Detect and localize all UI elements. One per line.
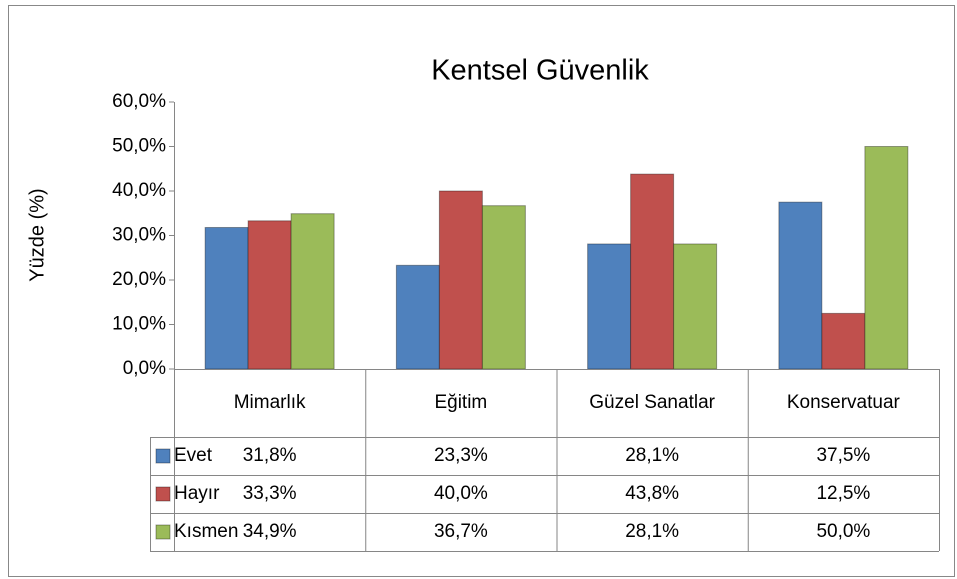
y-tick-label: 40,0% xyxy=(112,180,166,201)
data-label: 34,9% xyxy=(243,521,297,542)
y-tick-label: 10,0% xyxy=(112,314,166,335)
data-label: 50,0% xyxy=(816,521,870,542)
legend-label: Hayır xyxy=(174,483,220,504)
bar xyxy=(481,205,526,370)
data-label: 12,5% xyxy=(816,483,870,504)
legend-key xyxy=(155,524,171,540)
data-label: 36,7% xyxy=(434,521,488,542)
bar xyxy=(247,220,292,370)
y-axis-label: Yüzde (%) xyxy=(26,188,48,281)
bar xyxy=(778,201,823,370)
bar xyxy=(587,243,632,370)
bar xyxy=(395,264,440,370)
bar xyxy=(204,226,249,370)
legend-key xyxy=(155,486,171,502)
y-tick-label: 50,0% xyxy=(112,136,166,157)
bar xyxy=(290,213,335,370)
data-label: 28,1% xyxy=(625,445,679,466)
x-tick-label: Mimarlık xyxy=(234,392,306,413)
x-tick-label: Güzel Sanatlar xyxy=(589,392,715,413)
data-label: 33,3% xyxy=(243,483,297,504)
x-tick-label: Eğitim xyxy=(434,392,487,413)
bar xyxy=(673,243,718,370)
chart-title: Kentsel Güvenlik xyxy=(431,55,649,87)
data-label: 31,8% xyxy=(243,445,297,466)
data-label: 28,1% xyxy=(625,521,679,542)
x-tick-label: Konservatuar xyxy=(787,392,901,413)
data-label: 43,8% xyxy=(625,483,679,504)
y-tick-label: 60,0% xyxy=(112,91,166,112)
data-label: 37,5% xyxy=(816,445,870,466)
bar xyxy=(821,312,866,370)
bar xyxy=(630,173,675,370)
legend-key xyxy=(155,448,171,464)
data-label: 23,3% xyxy=(434,445,488,466)
bar xyxy=(864,146,909,370)
y-tick-label: 30,0% xyxy=(112,225,166,246)
legend-label: Kısmen xyxy=(174,521,238,542)
legend-label: Evet xyxy=(174,445,213,466)
y-tick-label: 0,0% xyxy=(123,358,166,379)
data-label: 40,0% xyxy=(434,483,488,504)
y-tick-label: 20,0% xyxy=(112,269,166,290)
bar xyxy=(438,190,483,370)
